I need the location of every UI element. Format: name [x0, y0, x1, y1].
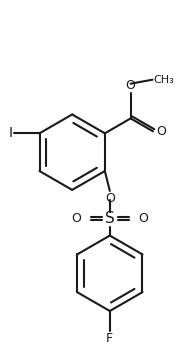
- Text: O: O: [105, 192, 115, 205]
- Text: O: O: [126, 78, 136, 92]
- Text: O: O: [156, 125, 166, 138]
- Text: S: S: [105, 211, 115, 226]
- Text: I: I: [9, 126, 13, 140]
- Text: O: O: [139, 212, 148, 225]
- Text: CH₃: CH₃: [153, 75, 174, 85]
- Text: F: F: [106, 332, 113, 345]
- Text: O: O: [71, 212, 81, 225]
